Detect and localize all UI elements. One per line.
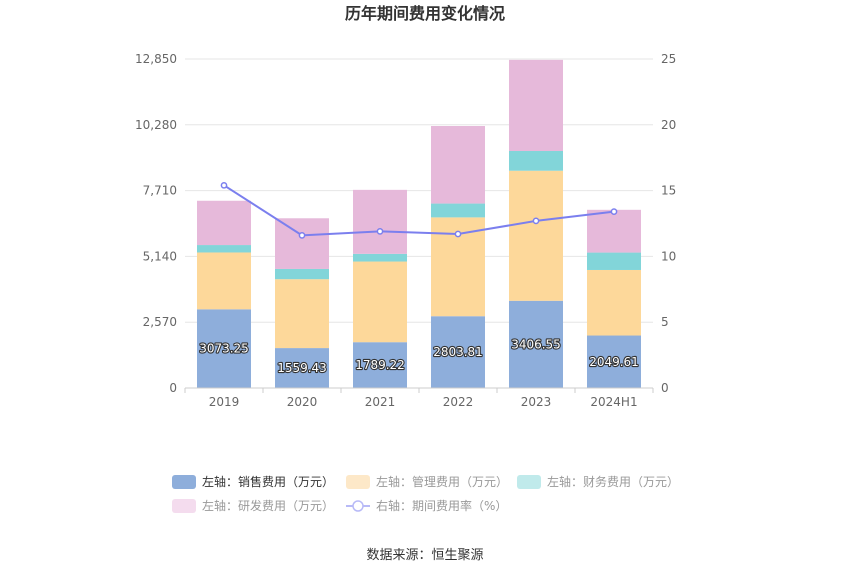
- legend-swatch: [172, 475, 196, 489]
- data-label: 3406.55: [511, 337, 561, 351]
- right-tick-label: 5: [661, 315, 669, 329]
- rate-point: [610, 208, 618, 216]
- rate-point: [298, 231, 306, 239]
- legend-item: 左轴：研发费用（万元）: [172, 498, 334, 513]
- data-label: 2803.81: [433, 345, 483, 359]
- legend-label: 左轴：管理费用（万元）: [376, 474, 508, 489]
- x-tick-label: 2021: [365, 395, 396, 409]
- left-tick-label: 7,710: [143, 184, 177, 198]
- bar-segment: [353, 261, 407, 343]
- x-tick-label: 2022: [443, 395, 474, 409]
- right-tick-label: 25: [661, 52, 676, 66]
- legend-swatch: [346, 475, 370, 489]
- bar-segment: [275, 268, 329, 280]
- bar-segment: [587, 269, 641, 336]
- bar-segment: [587, 335, 641, 388]
- right-tick-label: 20: [661, 118, 676, 132]
- legend-label: 左轴：研发费用（万元）: [202, 498, 334, 513]
- chart-title: 历年期间费用变化情况: [345, 4, 505, 23]
- bar-segment: [431, 125, 485, 204]
- legend-label: 左轴：销售费用（万元）: [202, 474, 334, 489]
- rate-point: [532, 217, 540, 225]
- source-note: 数据来源：恒生聚源: [366, 548, 483, 563]
- legend-label: 左轴：财务费用（万元）: [547, 474, 679, 489]
- bar-segment: [509, 151, 563, 171]
- left-tick-label: 12,850: [135, 52, 177, 66]
- right-tick-label: 0: [661, 381, 669, 395]
- legend-item: 右轴：期间费用率（%）: [346, 498, 507, 513]
- left-tick-label: 10,280: [135, 118, 177, 132]
- legend-swatch: [517, 475, 541, 489]
- left-tick-label: 2,570: [143, 315, 177, 329]
- legend-swatch: [172, 499, 196, 513]
- data-label: 2049.61: [589, 355, 639, 369]
- bar-segment: [275, 348, 329, 388]
- bar-segment: [353, 253, 407, 262]
- rate-point: [376, 228, 384, 235]
- bar-segment: [431, 203, 485, 218]
- bar-segment: [197, 245, 251, 253]
- bar-segment: [509, 59, 563, 152]
- legend-swatch-marker: [352, 500, 364, 512]
- x-tick-label: 2019: [209, 395, 240, 409]
- bar-segment: [431, 316, 485, 388]
- legend-item: 左轴：财务费用（万元）: [517, 474, 679, 489]
- data-labels: 3073.25 1559.43 1789.22 2803.81 3406.55 2049.…: [198, 336, 640, 376]
- bar-segment: [197, 309, 251, 388]
- rate-line: [223, 184, 615, 237]
- axes: 0 2,570 5,140 7,710 10,280 12,850 0 5 10 15 20 25 20…: [135, 52, 676, 409]
- bar-series: [197, 59, 641, 388]
- bar-segment: [587, 252, 641, 270]
- left-tick-label: 5,140: [143, 249, 177, 263]
- bar-segment: [353, 189, 407, 254]
- legend-item: 左轴：销售费用（万元）: [172, 474, 334, 489]
- bar-segment: [275, 279, 329, 349]
- bar-segment: [587, 209, 641, 253]
- data-label: 1789.22: [355, 358, 405, 372]
- bar-segment: [353, 342, 407, 388]
- legend-label: 右轴：期间费用率（%）: [376, 498, 507, 513]
- line-series: [220, 181, 618, 239]
- x-tick-label: 2023: [521, 395, 552, 409]
- bar-segment: [275, 218, 329, 269]
- x-tick-label: 2020: [287, 395, 318, 409]
- data-label: 1559.43: [277, 361, 327, 375]
- bar-segment: [509, 170, 563, 301]
- right-tick-label: 15: [661, 184, 676, 198]
- legend: 左轴：销售费用（万元） 左轴：管理费用（万元） 左轴：财务费用（万元） 左轴：研发费用…: [172, 474, 679, 513]
- bar-segment: [509, 300, 563, 388]
- bar-segment: [197, 200, 251, 246]
- x-tick-label: 2024H1: [590, 395, 637, 409]
- rate-point: [454, 230, 462, 238]
- data-label: 3073.25: [199, 342, 249, 356]
- legend-item: 左轴：管理费用（万元）: [346, 474, 508, 489]
- gridlines: [185, 58, 653, 323]
- left-tick-label: 0: [169, 381, 177, 395]
- rate-point: [220, 181, 228, 189]
- bar-segment: [197, 252, 251, 310]
- right-tick-label: 10: [661, 249, 676, 263]
